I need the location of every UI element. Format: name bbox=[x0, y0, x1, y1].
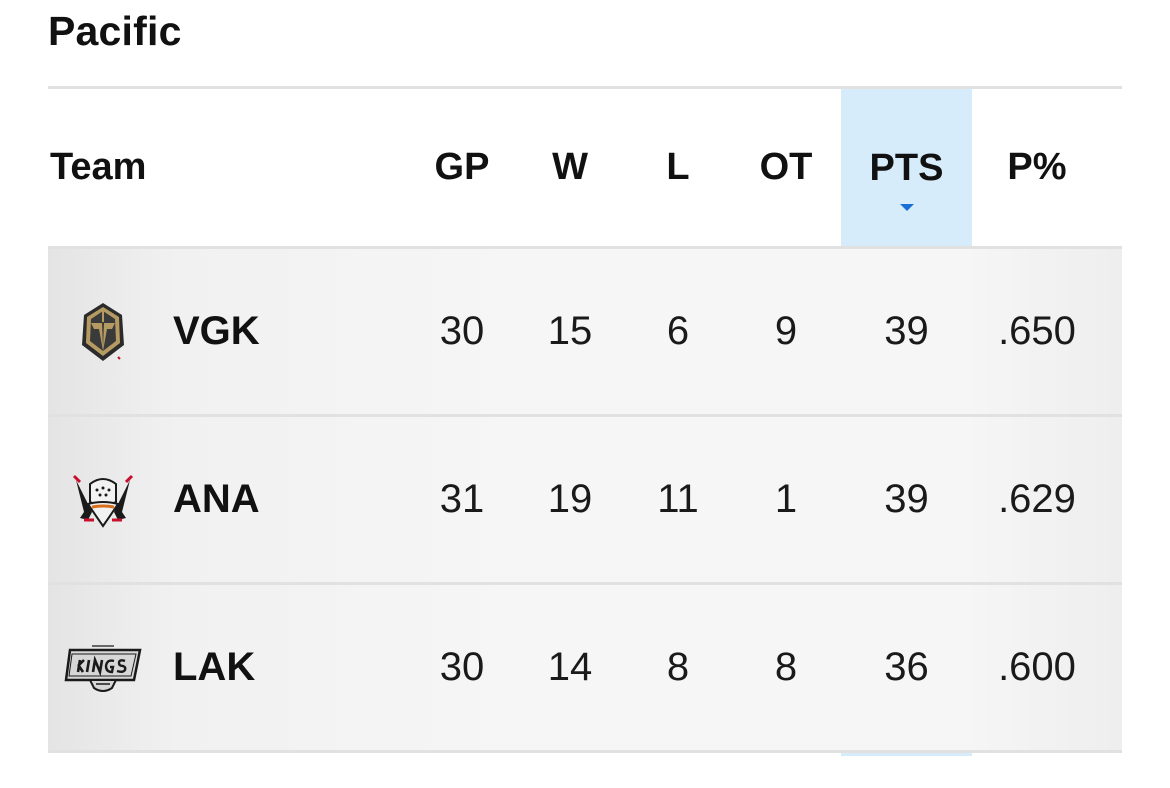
team-abbr[interactable]: LAK bbox=[173, 645, 256, 689]
pct-value: .629 bbox=[998, 477, 1076, 521]
ot-value: 8 bbox=[774, 645, 798, 689]
gp-value: 30 bbox=[439, 645, 485, 689]
division-title: Pacific bbox=[48, 8, 182, 54]
gp-value: 31 bbox=[439, 477, 485, 521]
table-header-row: Team GP W L OT PTS P% bbox=[48, 86, 1122, 249]
team-abbr[interactable]: ANA bbox=[173, 477, 260, 521]
table-row[interactable]: VGK 30 15 6 9 39 .650 bbox=[48, 249, 1122, 417]
lak-logo-icon bbox=[62, 585, 144, 750]
w-value: 19 bbox=[547, 477, 593, 521]
l-value: 6 bbox=[666, 309, 690, 353]
w-value: 14 bbox=[547, 645, 593, 689]
sort-descending-icon bbox=[899, 203, 914, 211]
l-value: 11 bbox=[657, 477, 699, 521]
pct-value: .600 bbox=[998, 645, 1076, 689]
pts-value: 39 bbox=[884, 309, 929, 353]
table-row[interactable]: LAK 30 14 8 8 36 .600 bbox=[48, 585, 1122, 753]
header-ot[interactable]: OT bbox=[759, 146, 813, 188]
header-team[interactable]: Team bbox=[50, 146, 147, 188]
ot-value: 1 bbox=[774, 477, 798, 521]
ot-value: 9 bbox=[774, 309, 798, 353]
ana-logo-icon bbox=[62, 417, 144, 582]
gp-value: 30 bbox=[439, 309, 485, 353]
standings-table: Team GP W L OT PTS P% VGK 30 15 6 bbox=[48, 86, 1122, 756]
header-pts-label: PTS bbox=[869, 146, 944, 189]
l-value: 8 bbox=[666, 645, 690, 689]
header-l[interactable]: L bbox=[666, 146, 690, 188]
pts-value: 36 bbox=[884, 645, 929, 689]
header-gp[interactable]: GP bbox=[434, 146, 490, 188]
header-pts[interactable]: PTS bbox=[841, 89, 972, 246]
pct-value: .650 bbox=[998, 309, 1076, 353]
pts-value: 39 bbox=[884, 477, 929, 521]
header-pct[interactable]: P% bbox=[1007, 146, 1067, 188]
vgk-logo-icon bbox=[62, 249, 144, 414]
table-row[interactable]: ANA 31 19 11 1 39 .629 bbox=[48, 417, 1122, 585]
w-value: 15 bbox=[547, 309, 593, 353]
header-w[interactable]: W bbox=[552, 146, 588, 188]
team-abbr[interactable]: VGK bbox=[173, 309, 260, 353]
